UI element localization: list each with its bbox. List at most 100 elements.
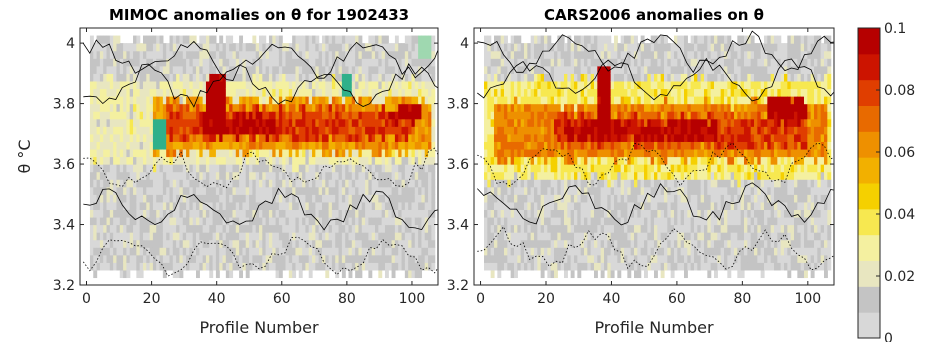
heatmap-cell [172, 201, 177, 211]
heatmap-cell [129, 80, 134, 90]
heatmap-cell [225, 88, 230, 97]
heatmap-cell [500, 262, 505, 271]
heatmap-cell [388, 179, 393, 188]
heatmap-cell [490, 164, 495, 173]
heatmap-cell [212, 103, 217, 112]
heatmap-cell [298, 96, 303, 105]
heatmap-cell [660, 88, 665, 97]
heatmap-cell [620, 35, 625, 44]
heatmap-cell [654, 80, 658, 90]
heatmap-cell [614, 133, 618, 142]
heatmap-cell [245, 96, 250, 105]
heatmap-cell [275, 239, 280, 248]
heatmap-cell [331, 65, 336, 74]
heatmap-cell [411, 239, 416, 248]
heatmap-cell [331, 126, 336, 135]
heatmap-cell [252, 50, 257, 59]
heatmap-cell [209, 111, 214, 120]
heatmap-cell [504, 35, 508, 44]
heatmap-cell [497, 262, 502, 271]
heatmap-cell [564, 194, 568, 203]
heatmap-cell [401, 156, 406, 165]
heatmap-cell [650, 50, 655, 59]
heatmap-cell [355, 156, 360, 165]
heatmap-cell [524, 209, 528, 218]
heatmap-cell [162, 50, 167, 59]
heatmap-cell [89, 194, 94, 203]
heatmap-cell [358, 73, 363, 82]
heatmap-cell [414, 262, 419, 271]
heatmap-cell [650, 111, 655, 120]
heatmap-cell [384, 126, 389, 135]
heatmap-cell [348, 73, 353, 82]
heatmap-cell [196, 216, 200, 226]
heatmap-cell [129, 247, 134, 256]
heatmap-cell [587, 96, 592, 105]
heatmap-cell [487, 247, 492, 256]
heatmap-cell [577, 179, 582, 188]
heatmap-cell [584, 73, 588, 82]
heatmap-cell [637, 186, 642, 195]
heatmap-cell [245, 254, 250, 263]
heatmap-cell [640, 50, 645, 59]
heatmap-cell [172, 103, 177, 112]
heatmap-cell [278, 232, 283, 241]
heatmap-cell [381, 216, 386, 226]
heatmap-cell [510, 58, 515, 67]
heatmap-cell [179, 50, 184, 59]
heatmap-cell [96, 126, 101, 135]
heatmap-cell [637, 65, 642, 74]
heatmap-cell [421, 141, 426, 150]
heatmap-cell [378, 201, 383, 211]
heatmap-cell [302, 179, 307, 188]
heatmap-cell [540, 35, 545, 44]
heatmap-cell [570, 171, 575, 180]
heatmap-cell [126, 96, 131, 105]
heatmap-cell [255, 179, 260, 188]
heatmap-cell [381, 209, 386, 218]
heatmap-cell [285, 209, 290, 218]
heatmap-cell [351, 262, 356, 271]
heatmap-cell [640, 103, 645, 112]
heatmap-cell [235, 232, 240, 241]
heatmap-cell [530, 133, 535, 142]
heatmap-cell [560, 80, 565, 90]
heatmap-cell [597, 118, 602, 127]
heatmap-cell [664, 80, 668, 90]
heatmap-cell [255, 239, 260, 248]
heatmap-cell [378, 148, 383, 158]
heatmap-cell [365, 186, 369, 195]
heatmap-cell [262, 254, 267, 263]
heatmap-cell [375, 58, 379, 67]
heatmap-cell [262, 80, 267, 90]
heatmap-cell [644, 156, 648, 165]
heatmap-cell [288, 111, 293, 120]
heatmap-cell [590, 239, 595, 248]
heatmap-cell [510, 35, 515, 44]
heatmap-cell [252, 133, 257, 142]
heatmap-cell [524, 88, 528, 97]
heatmap-cell [103, 58, 108, 67]
heatmap-cell [520, 65, 525, 74]
heatmap-cell [647, 232, 652, 241]
heatmap-cell [644, 103, 648, 112]
heatmap-cell [510, 269, 515, 279]
heatmap-cell [544, 247, 548, 256]
heatmap-cell [282, 232, 287, 241]
heatmap-cell [637, 216, 642, 226]
heatmap-cell [159, 35, 164, 44]
heatmap-cell [404, 186, 409, 195]
heatmap-cell [500, 239, 505, 248]
heatmap-cell [162, 232, 167, 241]
heatmap-cell [590, 133, 595, 142]
heatmap-cell [169, 65, 174, 74]
heatmap-cell [567, 247, 572, 256]
heatmap-cell [630, 179, 635, 188]
heatmap-cell [557, 80, 562, 90]
heatmap-cell [315, 156, 320, 165]
heatmap-cell [219, 103, 224, 112]
heatmap-cell [394, 111, 399, 120]
heatmap-cell [348, 254, 353, 263]
heatmap-cell [537, 186, 542, 195]
heatmap-cell [249, 141, 253, 150]
